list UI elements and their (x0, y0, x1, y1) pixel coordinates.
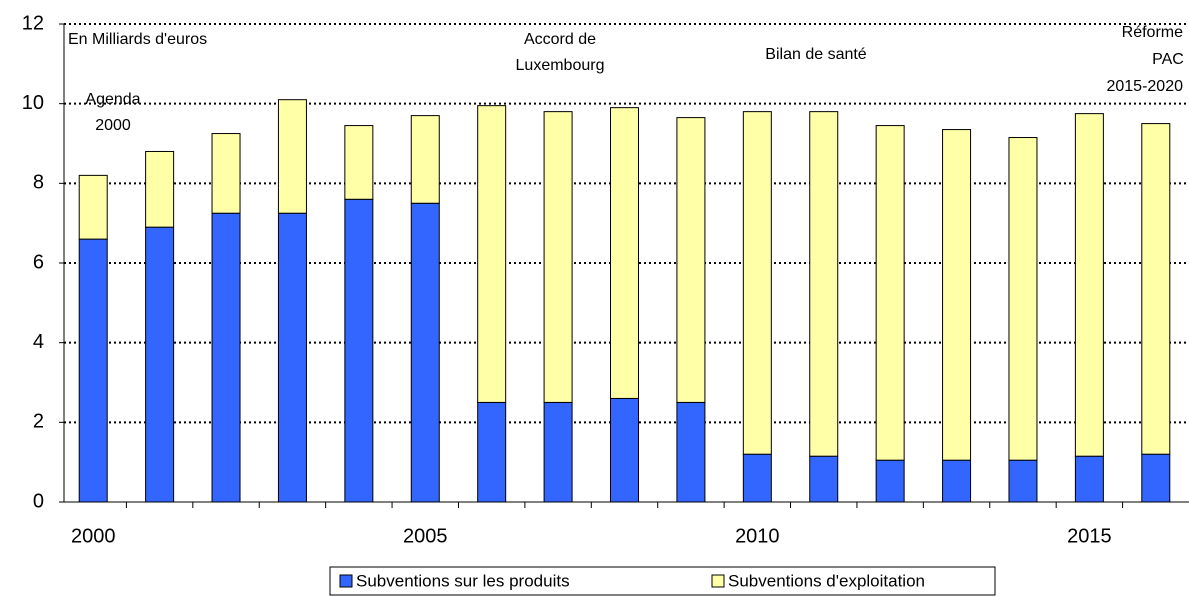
bar-segment (477, 105, 507, 403)
bar-segment (875, 125, 905, 461)
x-tick-label: 2015 (1067, 525, 1112, 547)
annotation: 2015-2020 (1106, 78, 1183, 95)
bar-segment (610, 397, 639, 503)
y-tick-label: 4 (33, 331, 44, 353)
bar-segment (676, 117, 706, 403)
y-tick-label: 12 (22, 12, 44, 34)
x-tick-label: 2010 (735, 525, 780, 547)
x-tick-label: 2005 (403, 525, 448, 547)
bar-segment (1008, 137, 1038, 461)
y-tick-label: 8 (33, 172, 44, 194)
bar-segment (875, 459, 905, 503)
bar-segment (211, 133, 241, 214)
bar-segment (942, 459, 972, 503)
bar-segment (410, 115, 440, 204)
bar-segment (1008, 459, 1038, 503)
bar-segment (277, 99, 307, 214)
bar-segment (1074, 113, 1104, 457)
bar-segment (344, 198, 374, 503)
bar-segment (78, 238, 108, 503)
y-tick-label: 6 (33, 251, 44, 273)
annotation: En Milliards d'euros (68, 31, 207, 48)
annotation: PAC (1152, 51, 1184, 68)
legend-swatch (339, 574, 353, 588)
bar-segment (742, 111, 772, 455)
bar-segment (145, 226, 175, 503)
bar-segment (1074, 455, 1104, 503)
x-tick-label: 2000 (71, 525, 116, 547)
bar-segment (543, 111, 573, 403)
bar-segment (277, 212, 307, 503)
annotation: Réforme (1122, 24, 1183, 41)
annotation: Bilan de santé (765, 46, 867, 63)
bar-segment (809, 455, 839, 503)
legend-label: Subventions sur les produits (356, 571, 570, 590)
annotation: Accord de (524, 31, 596, 48)
legend-swatch (711, 574, 725, 588)
bar-segment (78, 174, 108, 240)
bar-segment (742, 453, 772, 503)
bar-segment (809, 111, 839, 457)
bar-segment (477, 401, 507, 503)
annotation: Luxembourg (516, 57, 605, 74)
bar-segment (543, 401, 573, 503)
y-tick-label: 10 (22, 92, 44, 114)
annotation: 2000 (95, 117, 131, 134)
bar-segment (610, 107, 639, 399)
bar-segment (1141, 123, 1171, 455)
y-tick-label: 2 (33, 411, 44, 433)
bar-segment (344, 125, 374, 200)
bar-segment (145, 150, 175, 228)
bar-segment (410, 202, 440, 503)
bar-segment (942, 129, 972, 461)
legend-label: Subventions d'exploitation (728, 571, 925, 590)
bar-segment (1141, 453, 1171, 503)
y-tick-label: 0 (33, 490, 44, 512)
annotation: Agenda (85, 91, 140, 108)
legend-box (329, 566, 996, 596)
bar-segment (211, 212, 241, 503)
bar-segment (676, 401, 706, 503)
